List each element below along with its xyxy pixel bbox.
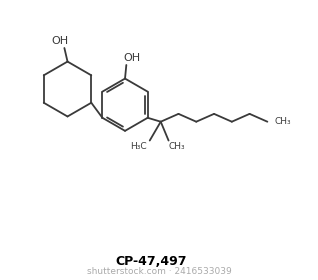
Text: OH: OH [51, 36, 68, 46]
Text: CH₃: CH₃ [275, 117, 291, 126]
Text: CH₃: CH₃ [168, 142, 185, 151]
Text: CP-47,497: CP-47,497 [115, 255, 186, 268]
Text: shutterstock.com · 2416533039: shutterstock.com · 2416533039 [86, 267, 232, 276]
Text: H₃C: H₃C [130, 142, 147, 151]
Text: OH: OH [123, 53, 140, 63]
